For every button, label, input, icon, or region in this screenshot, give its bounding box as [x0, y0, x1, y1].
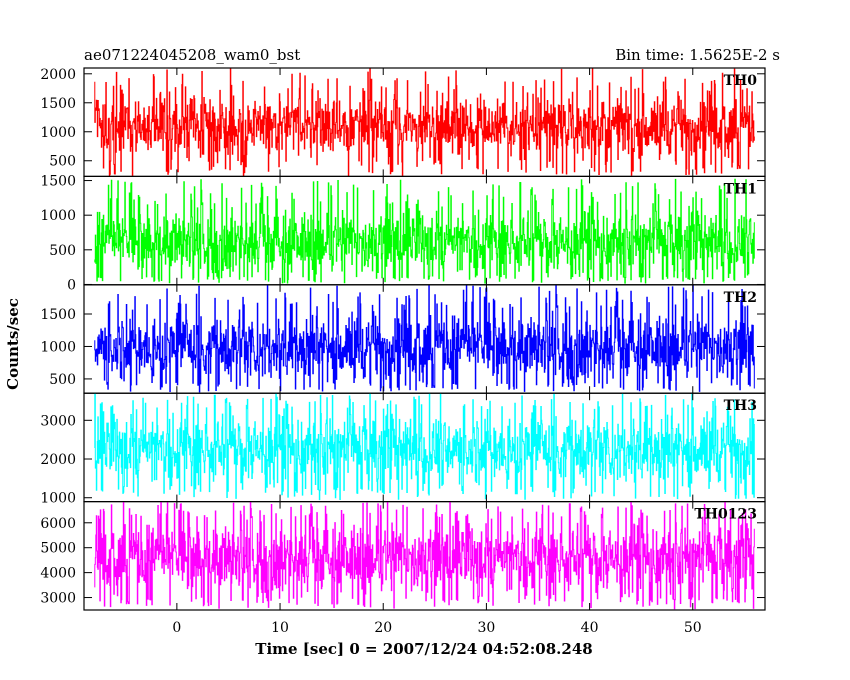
panel-th1-label: TH1	[724, 181, 757, 197]
panel-th0123-ytick-label: 4000	[40, 566, 76, 582]
panel-th2-ytick-label: 1500	[40, 307, 76, 323]
chart-title: ae071224045208_wam0_bst	[84, 46, 300, 64]
panel-th0123-frame	[83, 501, 766, 611]
panel-th2: 500 1000 1500 TH2	[40, 284, 766, 394]
x-axis-title: Time [sec] 0 = 2007/12/24 04:52:08.248	[255, 640, 592, 658]
panel-th0-ytick-label: 1000	[40, 125, 76, 141]
bin-time-label: Bin time: 1.5625E-2 s	[615, 46, 780, 64]
panel-th0123-series	[94, 501, 755, 610]
panel-th2-label: TH2	[724, 290, 757, 306]
x-tick-label: 50	[684, 620, 702, 636]
panel-th0-label: TH0	[724, 73, 758, 89]
x-tick-label: 0	[172, 620, 181, 636]
panel-th0123-ytick-label: 6000	[40, 516, 76, 532]
panel-th0123: 3000 4000 5000 6000 TH0123	[40, 501, 766, 611]
panel-th3-label: TH3	[724, 398, 757, 414]
panel-th0-series	[94, 68, 755, 177]
panel-th3-series	[94, 393, 755, 501]
panels-group: 500 1000 1500 2000 TH0 0 500 1000 1500 TH1 500 1000…	[40, 67, 766, 611]
panel-th1-ytick-label: 1000	[40, 208, 76, 224]
panel-th3-ytick-label: 1000	[40, 491, 76, 507]
panel-th3-ytick-label: 3000	[40, 413, 76, 429]
panel-th1-series	[94, 178, 755, 284]
x-tick-label: 20	[374, 620, 392, 636]
panel-th1-ytick-label: 1500	[40, 174, 76, 190]
x-axis: 0 10 20 30 40 50	[172, 620, 701, 636]
panel-th2-ytick-label: 500	[49, 372, 76, 388]
panel-th0123-ytick-label: 3000	[40, 591, 76, 607]
panel-th3: 1000 2000 3000 TH3	[40, 392, 766, 507]
y-axis-title: Counts/sec	[4, 298, 22, 390]
panel-th0-ytick-label: 1500	[40, 96, 76, 112]
panel-th0123-ytick-label: 5000	[40, 541, 76, 557]
panel-th2-series	[94, 284, 755, 393]
panel-th1-ytick-label: 500	[49, 243, 76, 259]
panel-th3-ytick-label: 2000	[40, 452, 76, 468]
panel-th0: 500 1000 1500 2000 TH0	[40, 67, 766, 178]
panel-th0123-label: TH0123	[694, 507, 757, 523]
x-tick-label: 40	[581, 620, 599, 636]
panel-th0-ytick-label: 500	[49, 154, 76, 170]
panel-th2-ytick-label: 1000	[40, 339, 76, 355]
panel-th1-ytick-label: 0	[67, 277, 76, 293]
x-tick-label: 10	[271, 620, 289, 636]
panel-th1: 0 500 1000 1500 TH1	[40, 174, 766, 293]
panel-th0-ytick-label: 2000	[40, 67, 76, 83]
x-tick-label: 30	[477, 620, 495, 636]
